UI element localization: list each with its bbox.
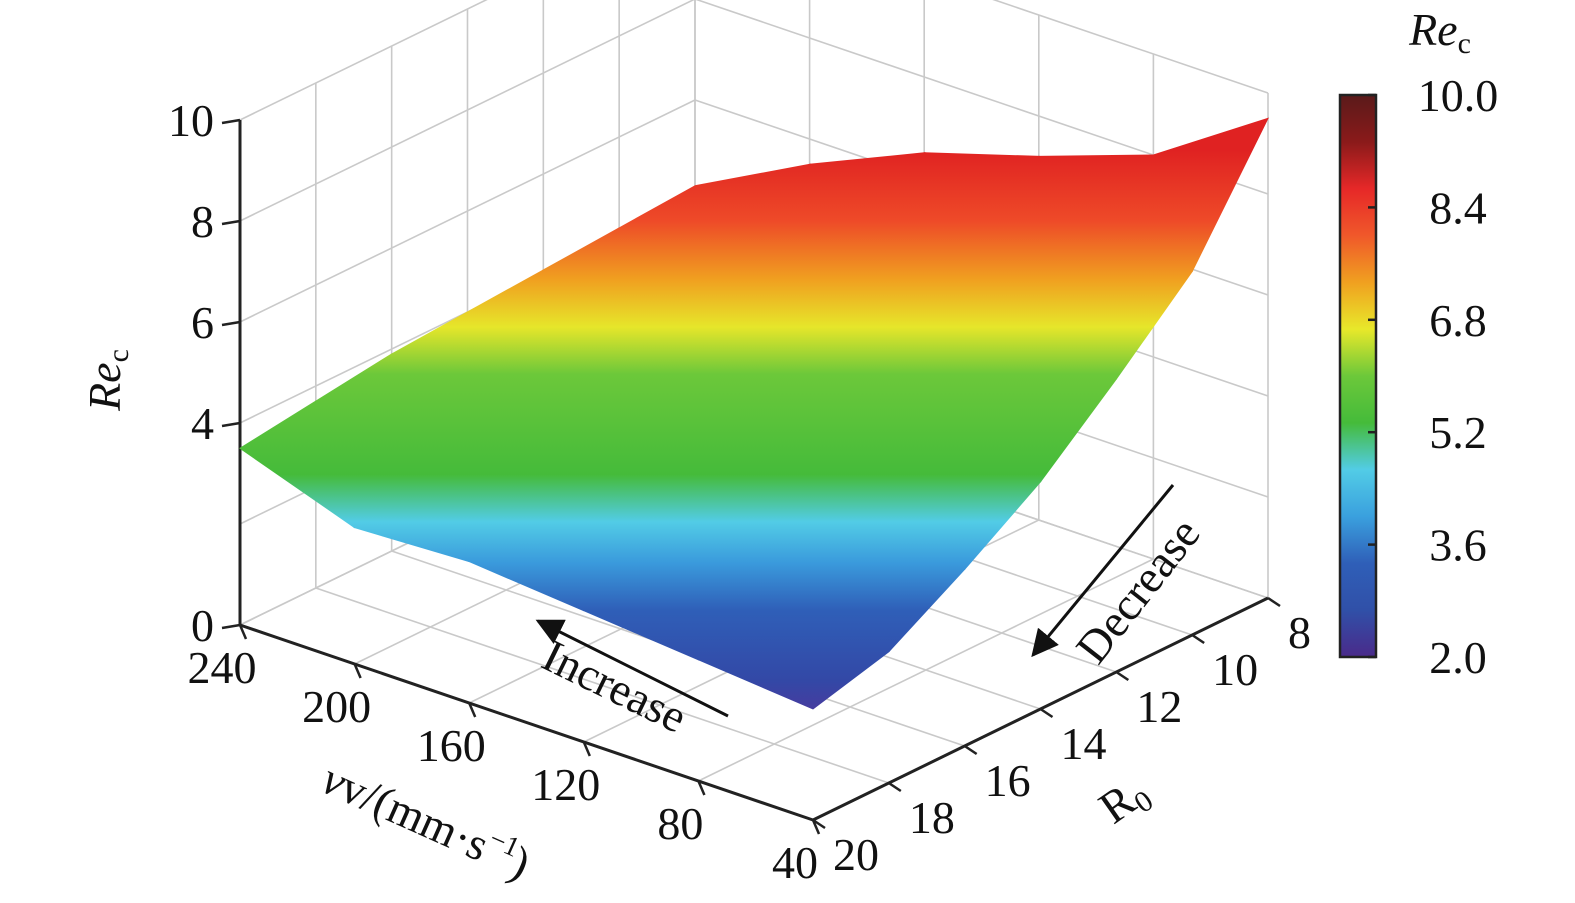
y-axis-ticks: 8 10 12 14 16 18 20 — [812, 596, 1311, 880]
x-axis-title: vv/(mm·s−1) — [315, 752, 538, 890]
z-tick-mark — [221, 421, 241, 428]
y-tick-mark — [1267, 596, 1281, 608]
x-tick-label: 200 — [302, 681, 371, 732]
decrease-annotation: Decrease — [1031, 484, 1210, 673]
z-tick-mark — [221, 623, 241, 630]
colorbar-tick-label: 2.0 — [1429, 632, 1487, 683]
colorbar-tick-label: 8.4 — [1429, 182, 1487, 233]
x-tick-label: 160 — [417, 720, 486, 771]
x-tick-label: 40 — [772, 837, 818, 888]
colorbar-ticks: 10.0 8.4 6.8 5.2 3.6 2.0 — [1368, 70, 1498, 683]
x-tick-mark — [811, 819, 821, 835]
colorbar-tick-label: 3.6 — [1429, 520, 1487, 571]
grid-line — [992, 0, 1269, 94]
x-tick-label: 120 — [531, 759, 600, 810]
grid-line — [239, 99, 696, 323]
z-tick-mark — [221, 320, 241, 327]
z-tick-label: 0 — [191, 600, 214, 651]
y-axis-title: R0 — [1090, 765, 1160, 837]
y-tick-mark — [1115, 670, 1130, 682]
x-axis-ticks: 240 200 160 120 80 40 — [188, 624, 821, 888]
surface-cell — [697, 602, 890, 710]
x-tick-mark — [468, 702, 477, 718]
y-tick-label: 20 — [833, 829, 879, 880]
surface-plot — [239, 117, 1269, 710]
z-tick-label: 8 — [191, 196, 214, 247]
increase-arrow — [535, 619, 729, 718]
colorbar-tick-label: 6.8 — [1429, 295, 1487, 346]
z-tick-label: 10 — [168, 95, 214, 146]
y-tick-label: 18 — [909, 792, 955, 843]
grid-line — [239, 0, 695, 222]
grid-line — [315, 587, 890, 784]
y-tick-label: 8 — [1288, 607, 1311, 658]
y-tick-mark — [963, 744, 978, 756]
colorbar-tick-label: 5.2 — [1429, 407, 1487, 458]
y-tick-mark — [1191, 633, 1205, 645]
z-axis-title: Rec — [79, 349, 135, 412]
colorbar-tick-label: 10.0 — [1418, 70, 1499, 121]
x-axis-line — [239, 623, 814, 822]
y-tick-mark — [812, 818, 826, 830]
y-tick-label: 12 — [1136, 681, 1182, 732]
x-tick-mark — [582, 741, 591, 757]
x-tick-label: 240 — [188, 642, 257, 693]
colorbar-title: Rec — [1408, 4, 1471, 60]
y-tick-label: 16 — [985, 755, 1031, 806]
x-tick-mark — [353, 663, 362, 679]
z-tick-label: 6 — [191, 297, 214, 348]
z-tick-label: 4 — [191, 398, 214, 449]
z-axis-ticks: 0 4 6 8 10 — [168, 95, 241, 651]
x-tick-mark — [697, 780, 706, 796]
colorbar-scale — [1338, 93, 1378, 659]
y-tick-label: 10 — [1212, 644, 1258, 695]
decrease-arrow — [1031, 484, 1175, 658]
y-tick-label: 14 — [1061, 718, 1107, 769]
x-tick-label: 80 — [657, 798, 703, 849]
y-tick-mark — [1039, 707, 1054, 719]
y-tick-mark — [888, 781, 902, 793]
z-tick-mark — [221, 219, 241, 226]
x-tick-mark — [238, 624, 248, 640]
colorbar: Rec 10.0 8.4 6.8 5.2 3.6 2.0 — [1338, 4, 1498, 683]
grid-line — [239, 0, 488, 121]
z-tick-mark — [221, 118, 241, 125]
